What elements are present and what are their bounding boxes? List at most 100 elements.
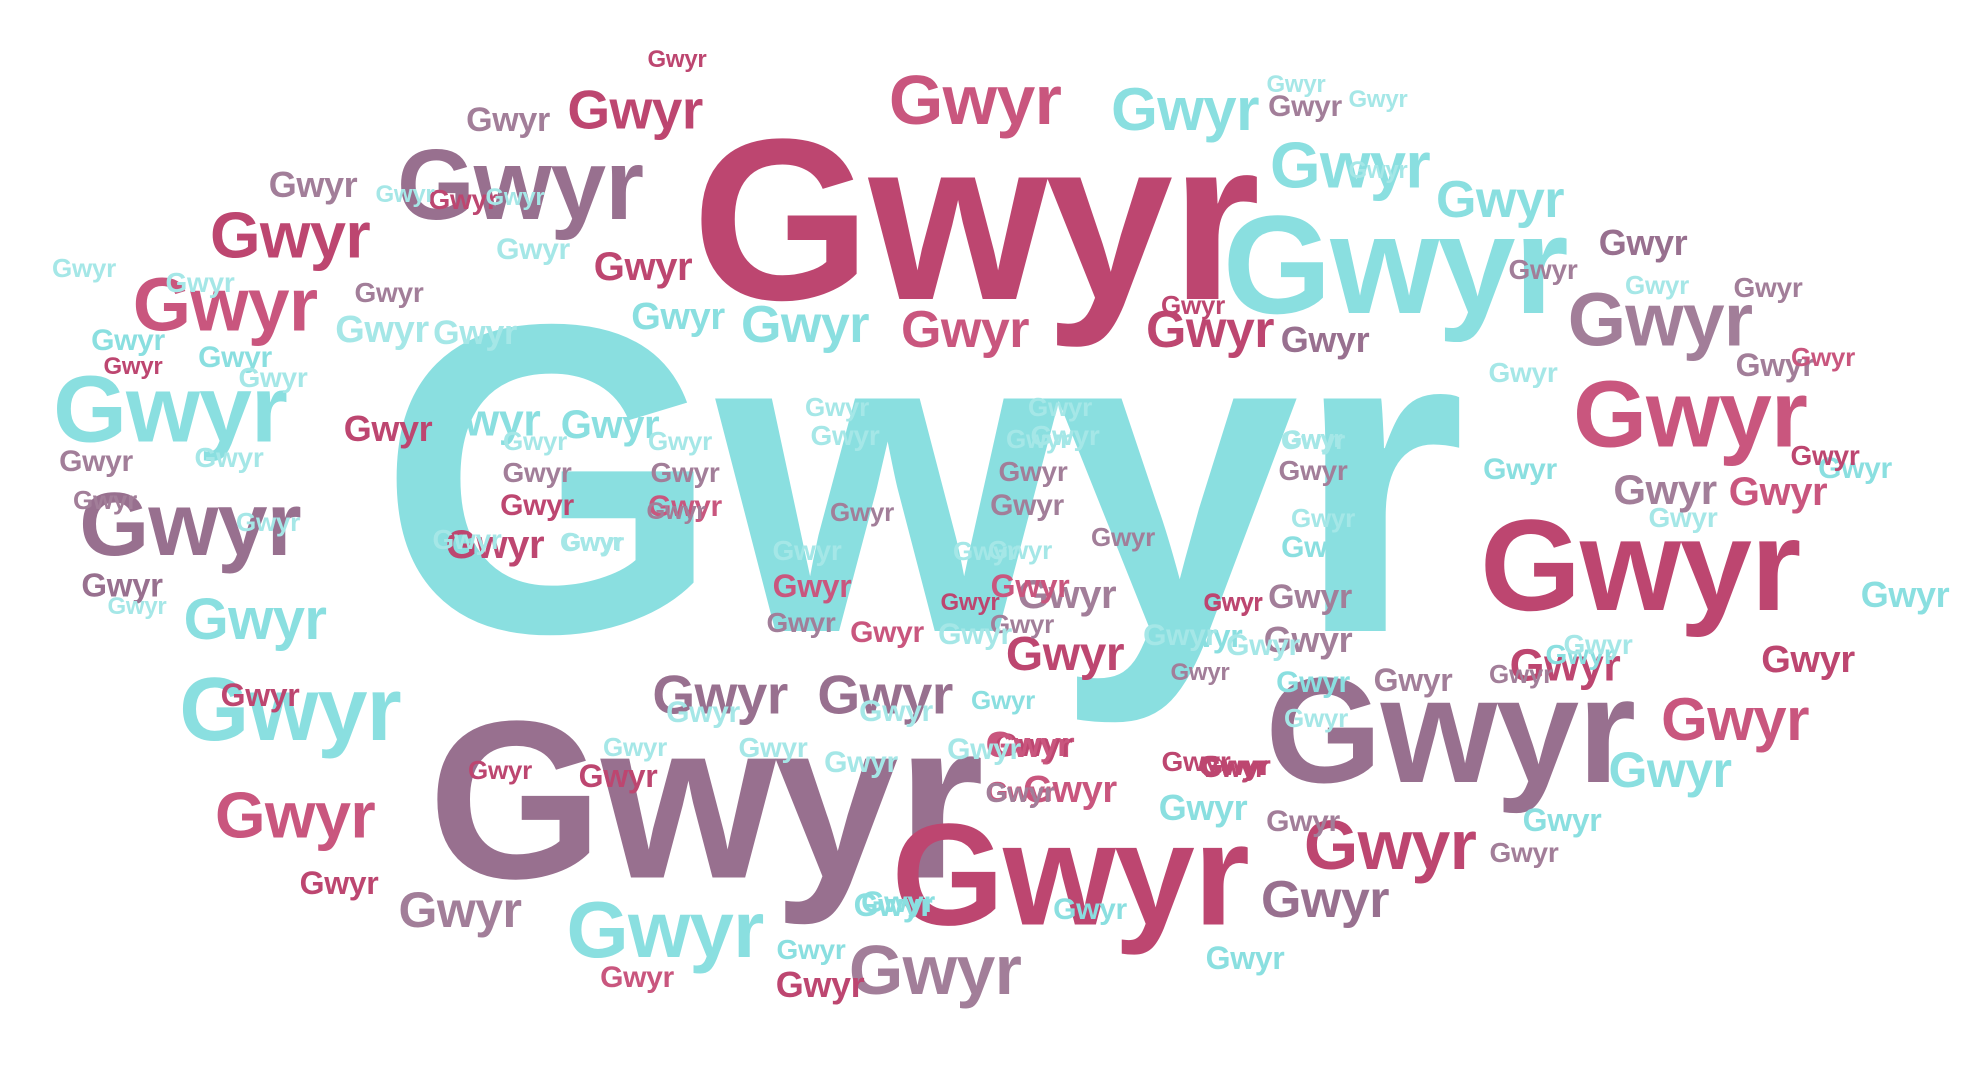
cloud-word: Gwyr <box>593 245 693 289</box>
cloud-word: Gwyr <box>741 296 870 354</box>
cloud-word: Gwyr <box>1263 619 1353 660</box>
cloud-word: Gwyr <box>1265 646 1636 814</box>
cloud-word: Gwyr <box>1489 837 1559 868</box>
cloud-word: Gwyr <box>1023 769 1117 811</box>
cloud-word: Gwyr <box>998 456 1068 487</box>
cloud-word: Gwyr <box>985 777 1055 808</box>
cloud-word: Gwyr <box>210 198 371 272</box>
cloud-word: Gwyr <box>1545 639 1615 670</box>
cloud-word: Gwyr <box>1567 277 1753 362</box>
cloud-word: Gwyr <box>1270 128 1431 202</box>
cloud-word: Gwyr <box>1146 301 1275 359</box>
cloud-word: Gwyr <box>938 618 1012 651</box>
cloud-word: Gwyr <box>1291 503 1355 533</box>
cloud-word: Gwyr <box>578 758 658 794</box>
cloud-word: Gwyr <box>738 732 808 763</box>
cloud-word: Gwyr <box>1648 502 1718 533</box>
cloud-word: Gwyr <box>107 593 167 620</box>
cloud-word: Gwyr <box>343 408 433 449</box>
cloud-word: Gwyr <box>775 964 865 1005</box>
cloud-word: Gwyr <box>59 445 133 478</box>
cloud-word: Gwyr <box>53 356 288 463</box>
cloud-word: Gwyr <box>1203 589 1263 616</box>
cloud-word: Gwyr <box>993 727 1073 763</box>
cloud-word: Gwyr <box>215 778 376 852</box>
cloud-word: Gwyr <box>1761 639 1855 681</box>
cloud-word: Gwyr <box>502 457 572 488</box>
cloud-word: Gwyr <box>1508 254 1578 285</box>
cloud-word: Gwyr <box>985 724 1075 765</box>
cloud-word: Gwyr <box>805 392 869 422</box>
cloud-word: Gwyr <box>396 129 644 241</box>
cloud-word: Gwyr <box>646 498 706 525</box>
cloud-word: Gwyr <box>600 961 674 994</box>
cloud-word: Gwyr <box>990 727 1070 763</box>
cloud-word: Gwyr <box>354 277 424 308</box>
cloud-word: Gwyr <box>428 184 498 215</box>
cloud-word: Gwyr <box>859 695 933 728</box>
cloud-word: Gwyr <box>1598 222 1688 263</box>
cloud-word: Gwyr <box>1268 90 1342 123</box>
cloud-word: Gwyr <box>1281 425 1345 455</box>
cloud-word: Gwyr <box>132 262 318 347</box>
cloud-word: Gwyr <box>500 489 574 522</box>
cloud-word: Gwyr <box>1111 76 1259 143</box>
cloud-word: Gwyr <box>986 776 1056 807</box>
cloud-word: Gwyr <box>1005 628 1125 681</box>
cloud-word: Gwyr <box>194 442 264 473</box>
cloud-word: Gwyr <box>1283 426 1343 453</box>
cloud-word: Gwyr <box>1158 787 1248 828</box>
cloud-word: Gwyr <box>1201 750 1271 781</box>
cloud-word: Gwyr <box>648 490 722 523</box>
cloud-word: Gwyr <box>1222 186 1569 343</box>
cloud-word: Gwyr <box>1163 618 1243 654</box>
cloud-word: Gwyr <box>103 353 163 380</box>
cloud-word: Gwyr <box>562 529 622 556</box>
cloud-word: Gwyr <box>468 755 532 785</box>
cloud-word: Gwyr <box>631 296 725 338</box>
cloud-word: Gwyr <box>1735 347 1815 383</box>
cloud-word: Gwyr <box>888 61 1062 139</box>
cloud-word: Gwyr <box>648 426 712 456</box>
cloud-word: Gwyr <box>1661 686 1809 753</box>
cloud-word: Gwyr <box>485 184 545 211</box>
cloud-word: Gwyr <box>1573 361 1808 468</box>
cloud-word: Gwyr <box>824 746 898 779</box>
cloud-word: Gwyr <box>1266 71 1326 98</box>
cloud-word: Gwyr <box>1281 531 1355 564</box>
cloud-word: Gwyr <box>1276 666 1350 699</box>
cloud-word: Gwyr <box>238 362 308 393</box>
cloud-word: Gwyr <box>1278 455 1348 486</box>
cloud-word: Gwyr <box>567 78 703 141</box>
cloud-word: Gwyr <box>901 301 1030 359</box>
cloud-word: Gwyr <box>165 267 235 298</box>
cloud-word: Gwyr <box>947 733 1021 766</box>
cloud-word: Gwyr <box>1006 424 1070 454</box>
cloud-word: Gwyr <box>429 394 541 446</box>
cloud-word: Gwyr <box>179 660 401 760</box>
cloud-word: Gwyr <box>1489 659 1553 689</box>
cloud-word: Gwyr <box>236 507 300 537</box>
cloud-word: Gwyr <box>772 568 852 604</box>
cloud-word: Gwyr <box>198 341 272 374</box>
cloud-word: Gwyr <box>1226 629 1300 662</box>
cloud-word: Gwyr <box>1509 639 1621 691</box>
cloud-word: Gwyr <box>853 887 933 923</box>
cloud-word: Gwyr <box>891 793 1250 956</box>
cloud-word: Gwyr <box>432 524 502 555</box>
cloud-word: Gwyr <box>953 536 1017 566</box>
cloud-word: Gwyr <box>466 101 550 139</box>
cloud-word: Gwyr <box>428 673 984 926</box>
cloud-word: Gwyr <box>990 568 1070 604</box>
cloud-word: Gwyr <box>1483 453 1557 486</box>
cloud-word: Gwyr <box>647 46 707 73</box>
cloud-word: Gwyr <box>560 527 624 557</box>
cloud-word: Gwyr <box>1017 573 1117 617</box>
cloud-word: Gwyr <box>1303 806 1477 884</box>
cloud-word: Gwyr <box>299 865 379 901</box>
cloud-word: Gwyr <box>666 696 740 729</box>
cloud-word: Gwyr <box>335 309 429 351</box>
cloud-word: Gwyr <box>1728 470 1828 514</box>
cloud-word: Gwyr <box>73 485 137 515</box>
cloud-word: Gwyr <box>1161 290 1225 320</box>
